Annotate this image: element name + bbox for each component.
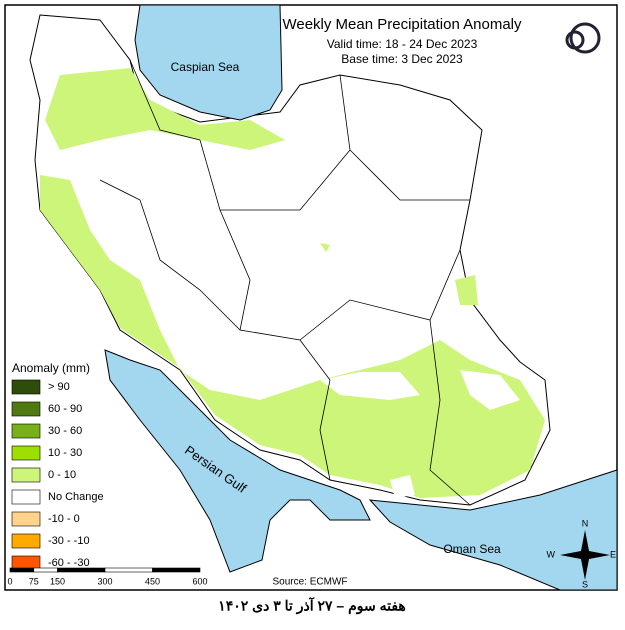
caspian-sea bbox=[134, 4, 283, 121]
compass-n: N bbox=[582, 518, 589, 528]
patch bbox=[320, 372, 420, 400]
map-title: Weekly Mean Precipitation Anomaly bbox=[282, 16, 522, 33]
compass-rose bbox=[560, 530, 610, 580]
border bbox=[339, 74, 470, 201]
scale-label: 600 bbox=[192, 576, 207, 586]
border bbox=[429, 319, 471, 506]
border bbox=[129, 59, 201, 141]
source: Source: ECMWF bbox=[272, 577, 347, 588]
caption: هفته سوم – ۲۷ آذر تا ۳ دی ۱۴۰۲ bbox=[218, 597, 406, 615]
legend-label: -60 - -30 bbox=[48, 557, 90, 569]
border bbox=[319, 379, 331, 481]
border bbox=[99, 179, 241, 331]
compass-e: E bbox=[610, 549, 616, 559]
legend-swatch bbox=[11, 467, 41, 483]
patch bbox=[455, 275, 478, 305]
legend-label: 10 - 30 bbox=[48, 447, 82, 459]
compass: N E S W bbox=[547, 518, 617, 589]
patch bbox=[460, 370, 520, 410]
scale-segment bbox=[152, 567, 201, 573]
compass-w: W bbox=[547, 549, 556, 559]
scale-label: 0 bbox=[7, 576, 12, 586]
legend-title: Anomaly (mm) bbox=[12, 361, 90, 375]
legend-swatch bbox=[11, 379, 41, 395]
anomaly-patches bbox=[40, 68, 545, 498]
legend-label: 0 - 10 bbox=[48, 469, 76, 481]
logo bbox=[565, 22, 601, 54]
scale-segment bbox=[33, 567, 58, 573]
scale-segment bbox=[9, 567, 35, 573]
legend-swatch bbox=[11, 511, 41, 527]
persian-gulf bbox=[104, 349, 371, 573]
legend-swatch bbox=[11, 401, 41, 417]
no-change-areas bbox=[320, 370, 520, 498]
compass-s: S bbox=[582, 579, 588, 589]
valid-time: Valid time: 18 - 24 Dec 2023 bbox=[327, 37, 478, 51]
scale-bar: 0 75 150 300 450 600 bbox=[7, 567, 208, 586]
legend-swatch bbox=[11, 489, 41, 505]
sea-label: Caspian Sea bbox=[171, 60, 240, 74]
legend-swatch bbox=[11, 533, 41, 549]
patch bbox=[45, 68, 285, 150]
scale-label: 300 bbox=[97, 576, 112, 586]
base-time: Base time: 3 Dec 2023 bbox=[341, 52, 463, 66]
scale-label: 450 bbox=[145, 576, 160, 586]
province-borders bbox=[99, 59, 471, 506]
legend-label: -30 - -10 bbox=[48, 535, 90, 547]
sea-label: Oman Sea bbox=[443, 542, 501, 556]
scale-segment bbox=[104, 567, 153, 573]
patch bbox=[390, 475, 415, 498]
legend-swatch bbox=[11, 423, 41, 439]
scale-segment bbox=[57, 567, 106, 573]
border bbox=[299, 249, 461, 341]
legend-swatch bbox=[11, 445, 41, 461]
logo-mark bbox=[565, 30, 585, 50]
legend: > 90 60 - 90 30 - 60 10 - 30 0 - 10 No Change… bbox=[11, 379, 104, 571]
border bbox=[199, 139, 351, 211]
oman-sea bbox=[368, 469, 618, 591]
scale-label: 75 bbox=[29, 576, 39, 586]
patch bbox=[320, 243, 330, 252]
logo-mark bbox=[569, 22, 601, 54]
scale-label: 150 bbox=[50, 576, 65, 586]
legend-label: -10 - 0 bbox=[48, 513, 80, 525]
legend-label: No Change bbox=[48, 491, 104, 503]
legend-label: 60 - 90 bbox=[48, 403, 82, 415]
legend-label: > 90 bbox=[48, 381, 70, 393]
patch bbox=[40, 175, 545, 498]
legend-label: 30 - 60 bbox=[48, 425, 82, 437]
